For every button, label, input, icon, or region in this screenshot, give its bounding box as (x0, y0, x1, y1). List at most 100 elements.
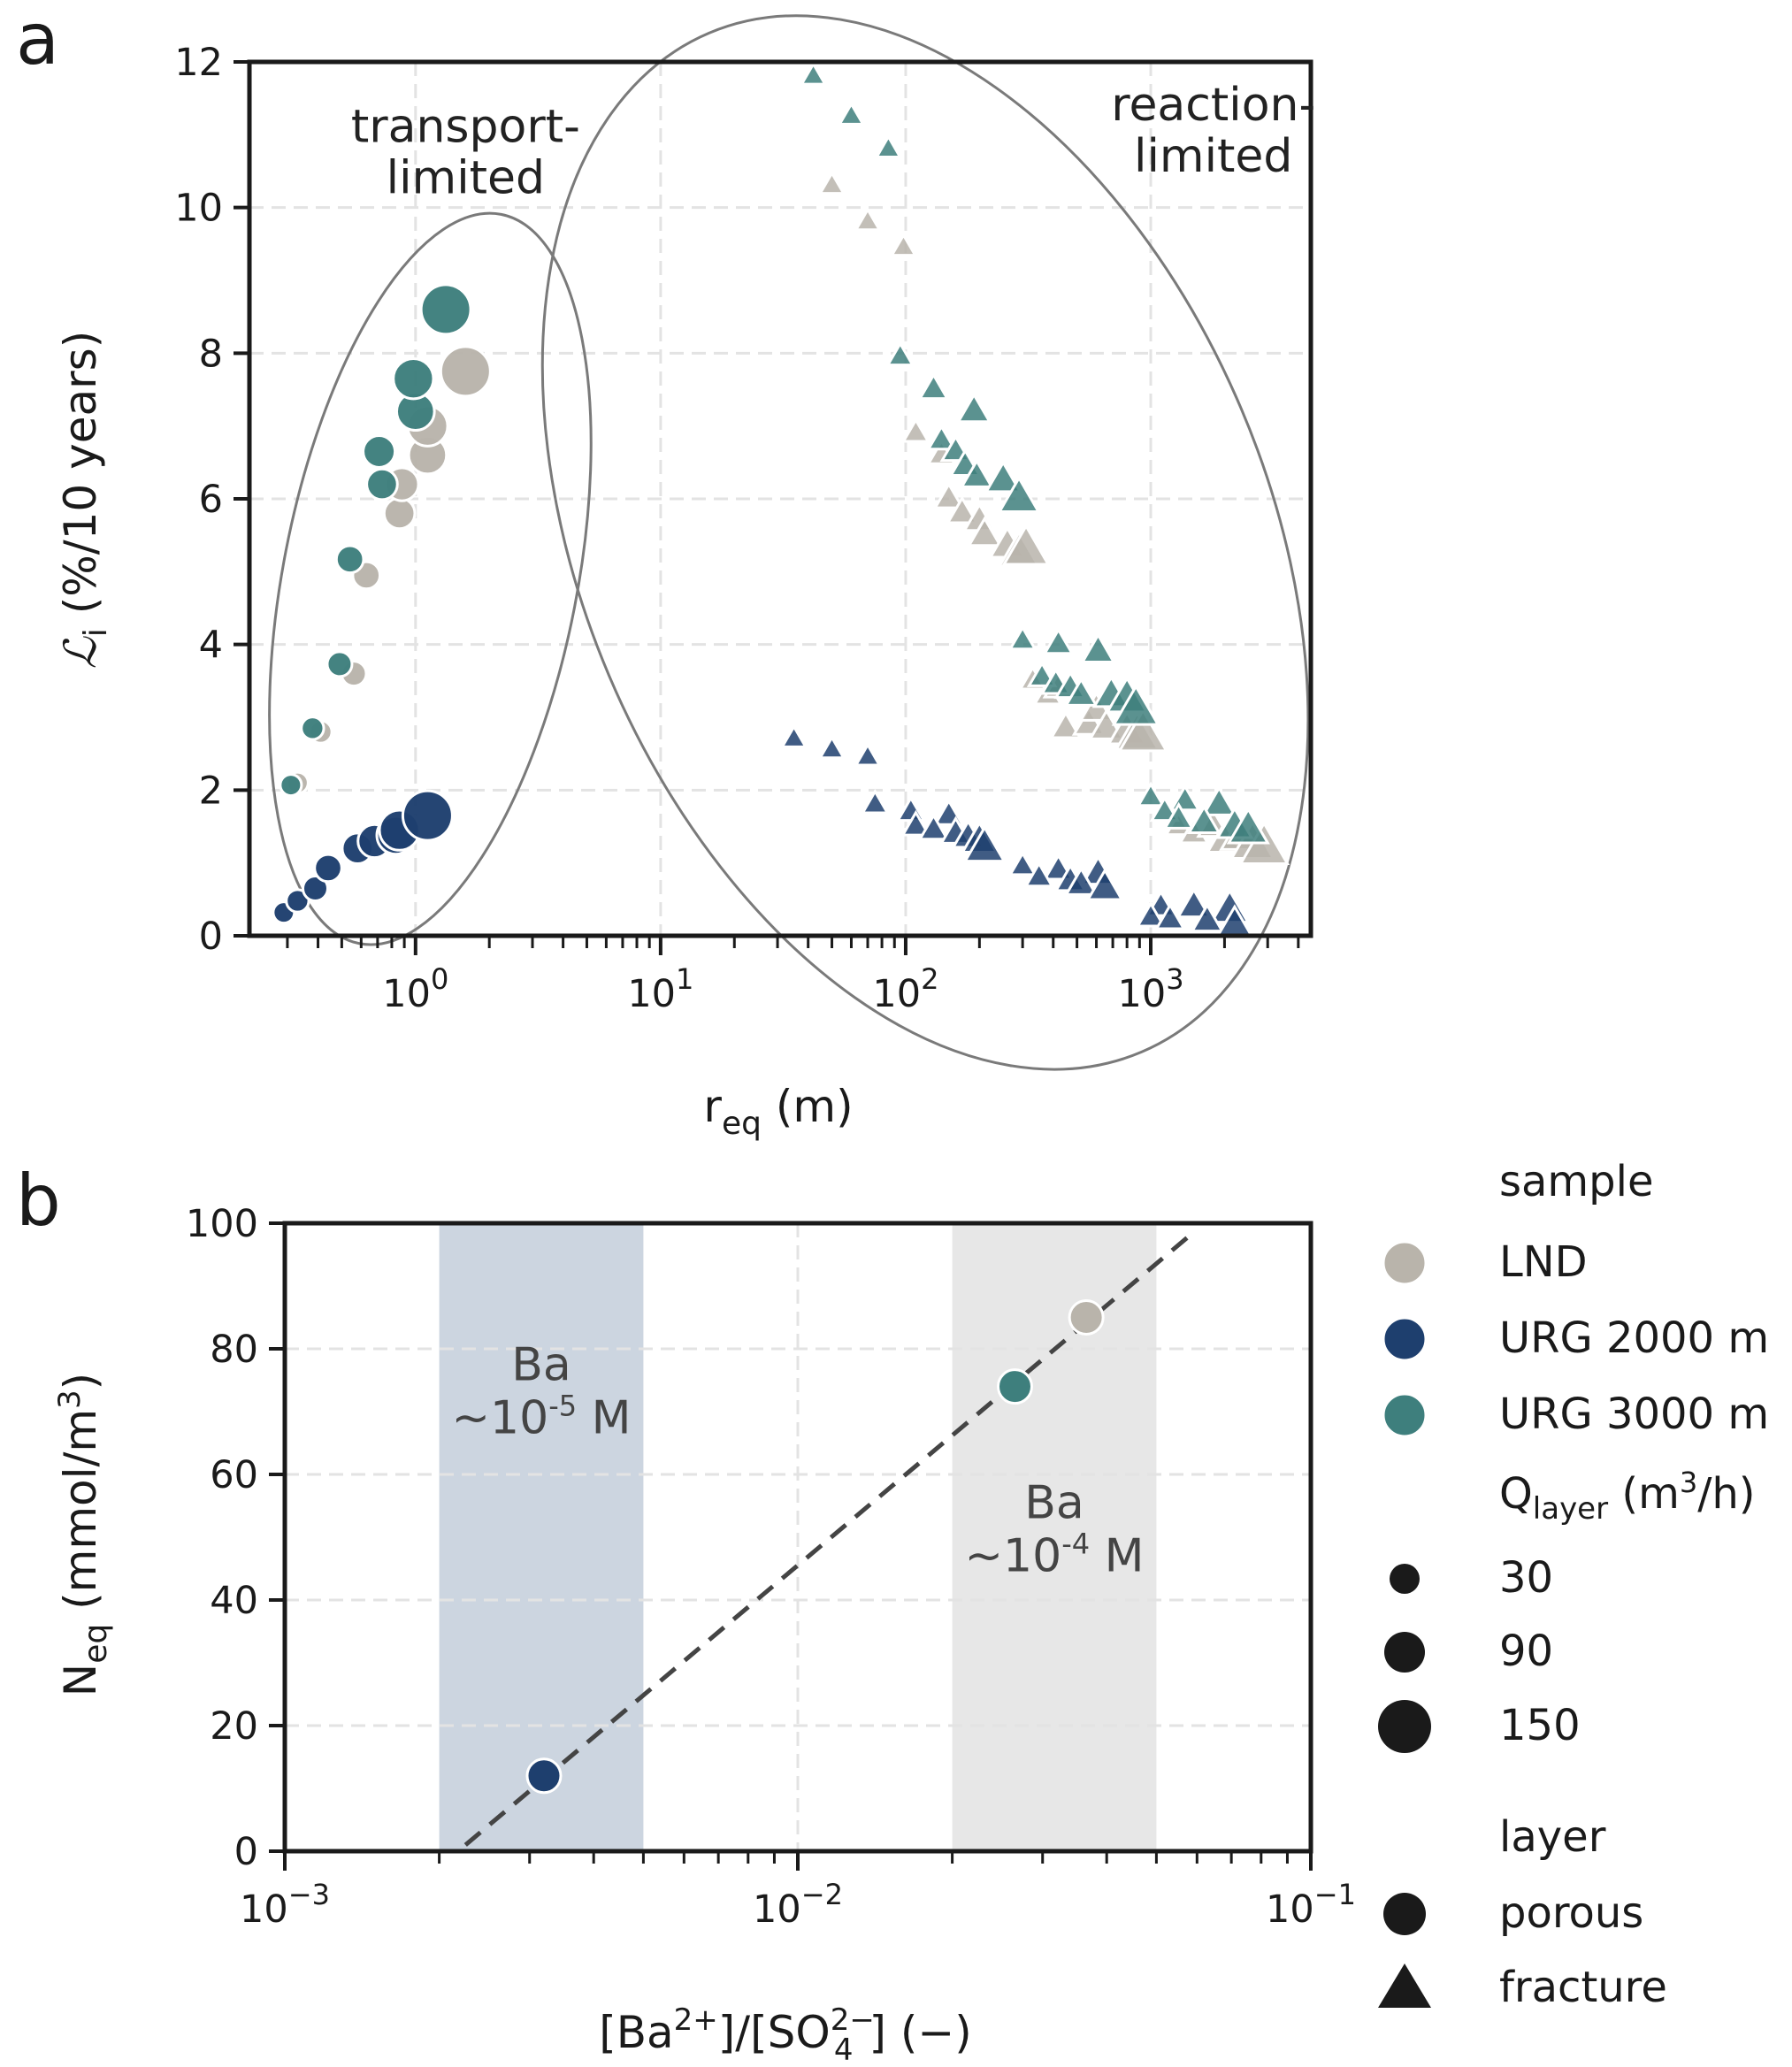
panel-a-letter: a (16, 0, 59, 80)
fracture-point (997, 475, 1041, 513)
panel-b-letter: b (16, 1160, 61, 1242)
legend-urg2000-marker (1382, 1316, 1428, 1362)
fracture-point (926, 424, 957, 451)
x-tick-label: 10−2 (753, 1878, 843, 1932)
y-tick-label: 100 (186, 1202, 258, 1246)
fracture-point (1135, 900, 1167, 928)
y-tick-label: 2 (199, 769, 223, 813)
regime-ellipse (540, 14, 1310, 1071)
fracture-point (1226, 807, 1270, 845)
panel-b-points (525, 1299, 1105, 1795)
legend-sample-title: sample (1499, 1157, 1654, 1206)
fracture-point (817, 734, 846, 760)
porous-point (382, 496, 417, 531)
ba-band (439, 1223, 644, 1851)
panel-a: 0 2 4 6 8 10 12 100 101 102 103 transport-limited… (55, 14, 1315, 1142)
fracture-point (1042, 627, 1075, 655)
panel-b-y-axis-label: Neq (mmol/m3) (52, 1373, 114, 1696)
regime-ellipse (268, 211, 593, 946)
legend-q-title: Qlayer (m3/h) (1499, 1466, 1756, 1527)
x-tick-label: 103 (1117, 962, 1183, 1016)
fracture-point (1136, 781, 1166, 808)
neq-point (1068, 1299, 1105, 1336)
fracture-point (1117, 708, 1169, 753)
porous-point (419, 283, 472, 336)
legend-urg3000-label: URG 3000 m (1499, 1389, 1769, 1439)
panel-a-ellipses (268, 14, 1310, 1071)
y-tick-label: 0 (234, 1830, 258, 1874)
panel-a-y-axis-label: ℒi (%/10 years) (55, 331, 114, 669)
fracture-point (1007, 850, 1038, 877)
fracture-point (1111, 684, 1160, 726)
y-tick-label: 0 (199, 915, 223, 959)
legend-q90-marker (1384, 1632, 1425, 1673)
y-tick-label: 4 (199, 624, 223, 668)
fracture-point (1162, 801, 1195, 830)
y-tick-label: 40 (210, 1579, 258, 1623)
panel-b-band-labels: Ba~10-5 MBa~10-4 M (451, 1339, 1144, 1583)
legend-lnd-label: LND (1499, 1237, 1588, 1287)
porous-point (325, 650, 354, 678)
fracture-point (932, 481, 965, 509)
porous-point (334, 544, 365, 575)
porous-point (279, 773, 303, 798)
fracture-point (799, 61, 828, 86)
legend-fracture-marker (1378, 1964, 1431, 2008)
legend-q90-label: 90 (1499, 1627, 1553, 1676)
porous-point (365, 467, 399, 501)
fracture-point (1153, 902, 1186, 930)
fracture-point (1001, 523, 1051, 566)
ba-band-label: Ba (1024, 1477, 1084, 1530)
panel-b-x-ticks: 10−3 10−2 10−1 (240, 1851, 1356, 1932)
fracture-point (1063, 866, 1099, 896)
fracture-point (874, 134, 903, 158)
y-tick-label: 20 (210, 1704, 258, 1749)
x-tick-label: 102 (872, 962, 938, 1016)
legend-fracture-label: fracture (1499, 1963, 1667, 2012)
fracture-point (1201, 785, 1237, 816)
fracture-point (1168, 784, 1201, 812)
fracture-point (917, 372, 950, 401)
fracture-point (779, 723, 808, 748)
fracture-point (967, 516, 1003, 547)
porous-point (301, 874, 329, 902)
fracture-point (837, 101, 866, 126)
fracture-point (895, 795, 927, 823)
fracture-point (860, 788, 890, 815)
fracture-point (817, 170, 846, 195)
panel-b-grid (283, 1221, 1313, 1853)
legend-urg2000-label: URG 2000 m (1499, 1313, 1769, 1363)
x-tick-label: 101 (627, 962, 693, 1016)
fracture-point (1186, 804, 1221, 834)
neq-point (525, 1757, 563, 1795)
legend-q150-marker (1378, 1700, 1431, 1753)
fracture-point (1007, 624, 1038, 651)
porous-point (401, 789, 454, 842)
fracture-point (917, 813, 950, 841)
fracture-point (889, 232, 918, 257)
porous-point (300, 716, 325, 741)
porous-point (362, 433, 397, 469)
y-tick-label: 12 (174, 41, 223, 85)
fracture-point (959, 458, 994, 488)
fracture-point (900, 417, 930, 443)
neq-point (996, 1368, 1033, 1405)
panel-a-points (272, 61, 1290, 938)
panel-b-bands (439, 1223, 1157, 1851)
y-tick-label: 60 (210, 1453, 258, 1497)
fracture-point (900, 809, 931, 837)
fracture-point (1149, 795, 1181, 823)
panel-b-x-axis-label: [Ba2+]/[SO2− 4] (−) (599, 2002, 972, 2067)
legend-lnd-marker (1382, 1240, 1428, 1286)
y-tick-label: 10 (174, 187, 223, 231)
y-tick-label: 6 (199, 478, 223, 522)
legend-porous-marker (1383, 1893, 1426, 1935)
fracture-point (1063, 677, 1099, 707)
fracture-point (885, 341, 915, 367)
legend-layer-title: layer (1499, 1812, 1606, 1862)
fracture-point (1080, 632, 1116, 663)
porous-point (285, 888, 310, 914)
ba-band-concentration: ~10-4 M (964, 1527, 1144, 1583)
